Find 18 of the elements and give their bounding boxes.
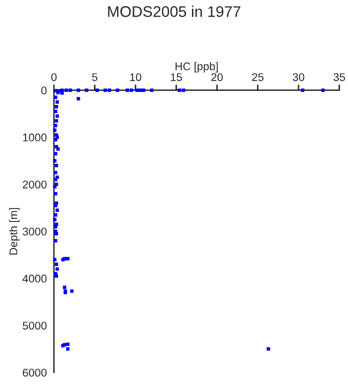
x-tick-label: 5	[92, 73, 98, 82]
y-tick-label: 6000	[22, 368, 47, 377]
x-axis-title: HC [ppb]	[176, 62, 218, 72]
y-axis-title: Depth [m]	[9, 208, 20, 255]
y-tick-label: 5000	[22, 322, 47, 330]
x-tick-label: 15	[170, 73, 182, 82]
x-tick-label: 30	[292, 73, 304, 82]
y-tick-label: 0	[41, 86, 47, 94]
chart-title: MODS2005 in 1977	[108, 6, 240, 17]
y-tick-label: 3000	[22, 228, 47, 236]
y-tick-label: 4000	[22, 274, 47, 283]
x-tick-label: 10	[130, 73, 142, 82]
x-tick-label: 20	[211, 73, 223, 82]
y-tick-label: 2000	[22, 180, 47, 188]
x-tick-label: 35	[334, 73, 346, 82]
x-tick-label: 0	[51, 73, 57, 82]
y-tick-label: 1000	[23, 134, 47, 142]
x-tick-label: 25	[252, 73, 264, 82]
